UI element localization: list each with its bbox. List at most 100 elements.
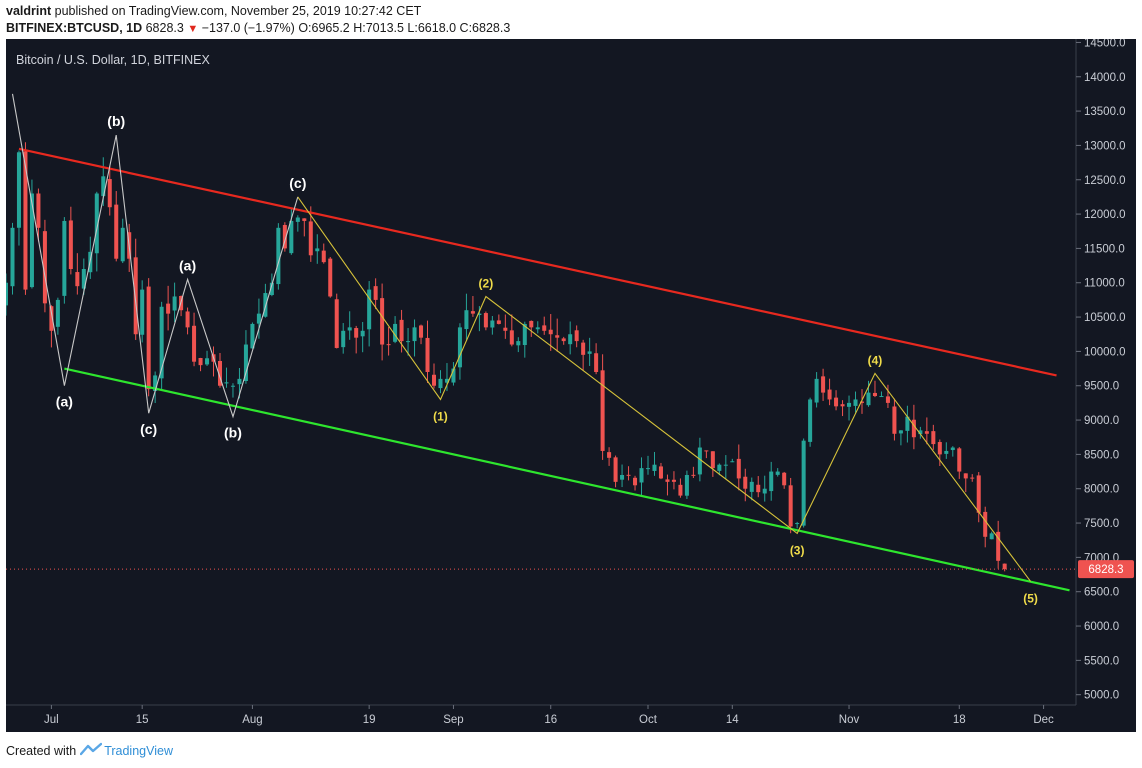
x-tick-label: Jul: [44, 714, 59, 726]
candle-body: [853, 399, 858, 406]
candle-body: [380, 298, 385, 345]
candle-body: [386, 344, 391, 346]
created-with-label: Created with: [6, 743, 77, 758]
candle-body: [393, 323, 398, 342]
tradingview-brand[interactable]: TradingView: [104, 743, 173, 758]
candle-body: [723, 464, 728, 466]
candle-body: [36, 193, 41, 228]
candle-body: [360, 330, 365, 337]
candle-body: [224, 382, 229, 384]
y-tick-label: 5500.0: [1084, 655, 1119, 667]
candle-body: [814, 378, 819, 403]
candle-body: [879, 396, 884, 398]
wave-label: (1): [433, 409, 448, 423]
candle-body: [94, 193, 99, 254]
y-tick-label: 9500.0: [1084, 381, 1119, 393]
candle-body: [717, 464, 722, 471]
wave-label: (2): [479, 276, 494, 290]
candle-body: [451, 368, 456, 383]
candle-body: [918, 430, 923, 435]
candle-body: [620, 474, 625, 480]
candle-body: [535, 327, 540, 330]
candle-body: [859, 401, 865, 403]
y-tick-label: 6000.0: [1084, 621, 1119, 633]
candle-body: [490, 320, 495, 328]
candle-body: [911, 419, 916, 438]
candle-body: [587, 351, 592, 354]
wave-label: (c): [289, 175, 306, 191]
candle-body: [782, 472, 787, 486]
y-tick-label: 9000.0: [1084, 415, 1119, 427]
candle-body: [645, 468, 651, 470]
candle-body: [373, 286, 378, 300]
candle-body: [548, 329, 553, 335]
candle-body: [788, 485, 793, 527]
x-tick-label: 18: [953, 714, 966, 726]
x-tick-label: 15: [136, 714, 149, 726]
x-tick-label: 14: [726, 714, 739, 726]
candle-body: [406, 341, 411, 343]
candle-body: [354, 328, 359, 338]
candle-body: [49, 306, 54, 331]
candle-body: [568, 334, 573, 345]
candle-body: [250, 323, 255, 349]
candle-body: [503, 327, 508, 331]
candle-body: [989, 533, 994, 540]
candle-body: [217, 360, 223, 386]
y-tick-label: 10000.0: [1084, 346, 1126, 358]
candle-body: [600, 370, 605, 451]
author-name[interactable]: valdrint: [6, 4, 52, 18]
candle-body: [367, 289, 372, 330]
candle-body: [295, 217, 300, 222]
candle-body: [431, 374, 437, 386]
y-tick-label: 13500.0: [1084, 106, 1126, 118]
candle-body: [684, 474, 689, 496]
candle-body: [574, 330, 579, 342]
candle-body: [477, 313, 482, 315]
candle-body: [68, 220, 73, 270]
candle-body: [639, 468, 644, 483]
x-tick-label: Dec: [1033, 714, 1054, 726]
candle-body: [769, 471, 774, 492]
candle-body: [775, 471, 780, 475]
candle-body: [730, 461, 735, 463]
candle-body: [626, 474, 631, 476]
down-arrow-icon: ▼: [187, 23, 199, 35]
last-price-badge: [1078, 560, 1134, 579]
candle-body: [710, 451, 715, 469]
candle-body: [185, 311, 190, 328]
x-tick-label: Sep: [443, 714, 463, 726]
candle-body: [166, 303, 171, 314]
candle-body: [334, 299, 339, 348]
candle-body: [470, 311, 475, 314]
candle-body: [821, 376, 826, 393]
candle-body: [269, 282, 274, 296]
y-tick-label: 14000.0: [1084, 72, 1126, 84]
published-text: published on TradingView.com, November 2…: [51, 4, 422, 18]
y-tick-label: 6500.0: [1084, 587, 1119, 599]
x-tick-label: 19: [363, 714, 376, 726]
corrective-wave-path: [11, 93, 299, 419]
candle-body: [808, 399, 813, 442]
y-tick-label: 14500.0: [1084, 39, 1126, 49]
candle-body: [561, 338, 566, 342]
candle-body: [840, 404, 845, 407]
candle-body: [633, 477, 638, 486]
candle-body: [847, 402, 852, 407]
resistance-trendline: [18, 147, 1057, 377]
candle-body: [613, 457, 618, 482]
candle-body: [464, 310, 469, 330]
chart-container[interactable]: 5000.0 5500.0 6000.0 6500.0 7000.0 7500.0 8000…: [6, 39, 1136, 732]
y-tick-label: 11500.0: [1084, 243, 1125, 255]
candle-body: [444, 378, 449, 383]
price-chart[interactable]: 5000.05500.06000.06500.07000.07500.08000…: [6, 39, 1136, 732]
chart-title: Bitcoin / U.S. Dollar, 1D, BITFINEX: [16, 53, 210, 67]
candle-body: [743, 476, 748, 489]
candle-body: [315, 248, 320, 252]
candle-body: [827, 389, 832, 400]
candle-body: [976, 475, 981, 513]
candle-body: [542, 325, 547, 331]
wave-label: (b): [224, 425, 242, 441]
candle-body: [665, 479, 670, 482]
candle-body: [756, 484, 761, 493]
